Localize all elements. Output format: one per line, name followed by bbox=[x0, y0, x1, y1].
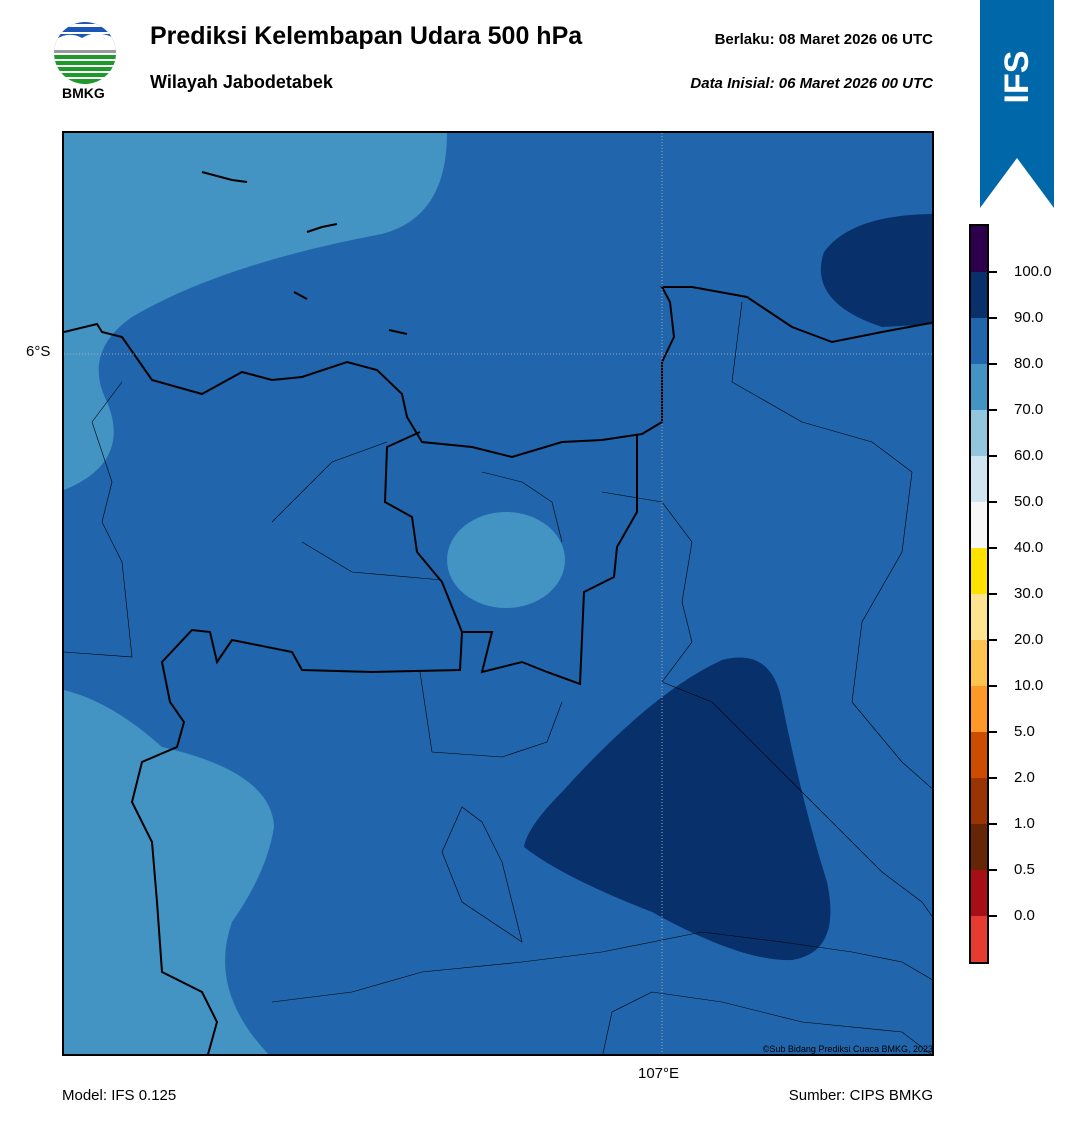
colorbar-segment bbox=[971, 778, 987, 824]
source-label: Sumber: CIPS BMKG bbox=[788, 1087, 933, 1104]
colorbar-segment bbox=[971, 916, 987, 962]
humidity-70-80-area bbox=[447, 512, 565, 608]
colorbar-segment bbox=[971, 594, 987, 640]
colorbar-segment bbox=[971, 318, 987, 364]
colorbar-tick bbox=[989, 363, 997, 365]
logo-text: BMKG bbox=[62, 85, 105, 101]
colorbar-tick bbox=[989, 869, 997, 871]
colorbar-tick bbox=[989, 409, 997, 411]
colorbar-tick bbox=[989, 455, 997, 457]
colorbar-tick-label: 80.0 bbox=[1014, 355, 1044, 372]
colorbar-tick bbox=[989, 593, 997, 595]
colorbar-tick-label: 90.0 bbox=[1014, 309, 1044, 326]
colorbar-segment bbox=[971, 226, 987, 272]
colorbar-tick bbox=[989, 823, 997, 825]
colorbar-segment bbox=[971, 410, 987, 456]
colorbar-tick bbox=[989, 639, 997, 641]
colorbar-segment bbox=[971, 870, 987, 916]
longitude-label: 107°E bbox=[638, 1065, 680, 1082]
colorbar-tick-label: 50.0 bbox=[1014, 493, 1044, 510]
latitude-label: 6°S bbox=[26, 343, 51, 360]
coastline bbox=[64, 171, 932, 459]
colorbar-tick-label: 40.0 bbox=[1014, 539, 1044, 556]
colorbar-tick bbox=[989, 777, 997, 779]
colorbar-tick bbox=[989, 547, 997, 549]
page-subtitle: Wilayah Jabodetabek bbox=[150, 72, 333, 92]
humidity-70-80-area bbox=[64, 690, 274, 1054]
page-title: Prediksi Kelembapan Udara 500 hPa bbox=[150, 22, 583, 50]
colorbar-segment bbox=[971, 548, 987, 594]
colorbar-segment bbox=[971, 824, 987, 870]
colorbar-tick bbox=[989, 271, 997, 273]
humidity-90-100-area bbox=[820, 214, 932, 327]
colorbar-tick-label: 30.0 bbox=[1014, 585, 1044, 602]
colorbar-tick-label: 1.0 bbox=[1014, 815, 1035, 832]
colorbar-tick-label: 20.0 bbox=[1014, 631, 1044, 648]
colorbar-segment bbox=[971, 732, 987, 778]
colorbar bbox=[969, 224, 989, 964]
initial-time: Data Inisial: 06 Maret 2026 00 UTC bbox=[690, 75, 933, 92]
province-boundary bbox=[130, 431, 638, 1054]
colorbar-tick-label: 10.0 bbox=[1014, 677, 1044, 694]
colorbar-tick-label: 0.5 bbox=[1014, 861, 1035, 878]
colorbar-tick-label: 0.0 bbox=[1014, 907, 1035, 924]
model-label: Model: IFS 0.125 bbox=[62, 1087, 177, 1104]
colorbar-tick-label: 100.0 bbox=[1014, 263, 1052, 280]
colorbar-tick-label: 60.0 bbox=[1014, 447, 1044, 464]
bmkg-logo-icon bbox=[54, 22, 116, 84]
colorbar-tick bbox=[989, 685, 997, 687]
model-ribbon-label: IFS bbox=[997, 50, 1036, 104]
colorbar-tick-label: 2.0 bbox=[1014, 769, 1035, 786]
colorbar-tick-label: 5.0 bbox=[1014, 723, 1035, 740]
colorbar-tick bbox=[989, 915, 997, 917]
colorbar-segment bbox=[971, 640, 987, 686]
humidity-90-100-area bbox=[524, 657, 831, 961]
colorbar-segment bbox=[971, 456, 987, 502]
humidity-map[interactable] bbox=[62, 131, 934, 1056]
valid-time: Berlaku: 08 Maret 2026 06 UTC bbox=[714, 31, 933, 48]
copyright: ©Sub Bidang Prediksi Cuaca BMKG, 2023 bbox=[762, 1044, 933, 1054]
colorbar-segment bbox=[971, 502, 987, 548]
colorbar-tick bbox=[989, 317, 997, 319]
district-boundaries bbox=[64, 301, 932, 1054]
humidity-70-80-area bbox=[64, 133, 447, 490]
colorbar-tick bbox=[989, 501, 997, 503]
colorbar-tick-label: 70.0 bbox=[1014, 401, 1044, 418]
model-ribbon bbox=[980, 0, 1054, 208]
colorbar-segment bbox=[971, 686, 987, 732]
colorbar-tick bbox=[989, 731, 997, 733]
colorbar-segment bbox=[971, 364, 987, 410]
colorbar-segment bbox=[971, 272, 987, 318]
